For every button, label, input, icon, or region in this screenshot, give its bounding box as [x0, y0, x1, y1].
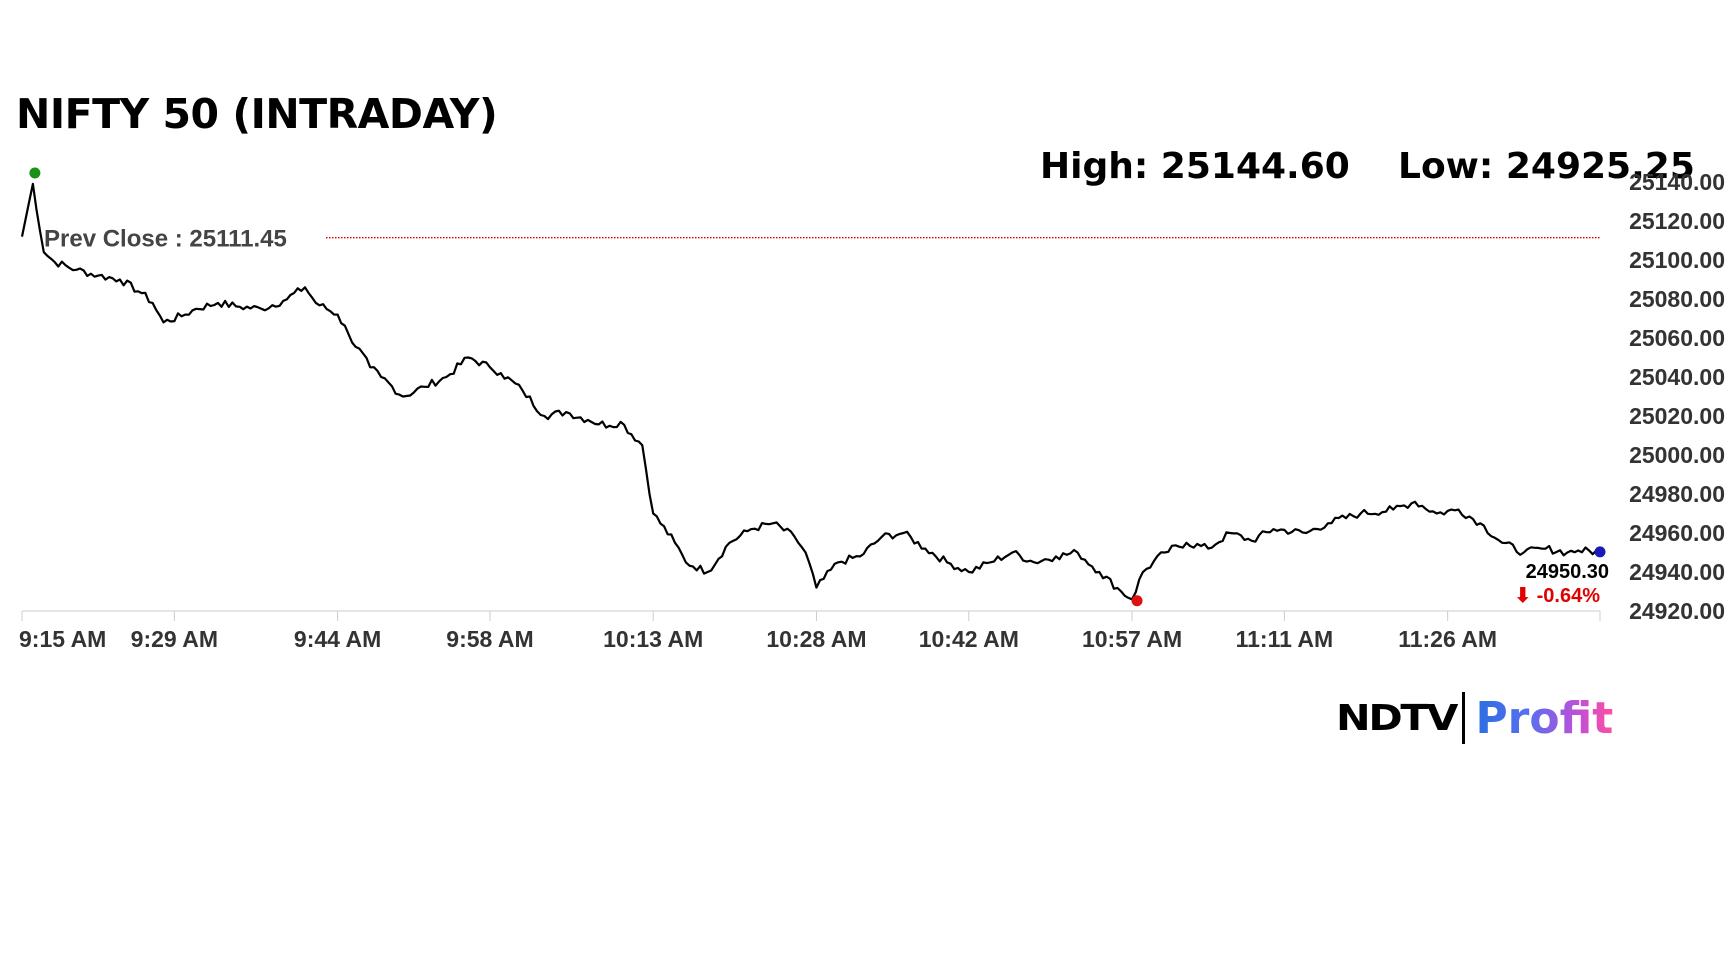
price-series-line — [20, 182, 1601, 601]
ndtv-profit-logo: NDTV Profit — [1336, 688, 1613, 748]
y-tick-label: 25040.00 — [1629, 364, 1725, 390]
day-high-marker — [29, 167, 41, 179]
y-tick-label: 24960.00 — [1629, 520, 1725, 546]
change-percent-label: ⬇ -0.64% — [1514, 585, 1600, 607]
x-tick-label: 11:11 AM — [1236, 626, 1334, 652]
day-low-marker — [1131, 595, 1143, 607]
y-tick-label: 25100.00 — [1629, 247, 1725, 273]
x-tick-label: 10:28 AM — [766, 626, 866, 652]
logo-profit-text: Profit — [1475, 692, 1614, 744]
x-tick-label: 9:15 AM — [19, 626, 106, 652]
intraday-line-chart: 25140.00 25120.00 25100.00 25080.00 25060.00… — [19, 167, 1725, 652]
logo-ndtv-text: NDTV — [1336, 697, 1458, 739]
y-tick-label: 25080.00 — [1629, 286, 1725, 312]
prev-close-label: Prev Close : 25111.45 — [44, 226, 287, 253]
y-tick-label: 24980.00 — [1629, 481, 1725, 507]
x-tick-label: 9:44 AM — [294, 626, 381, 652]
last-price-label: 24950.30 — [1526, 561, 1609, 583]
logo-divider — [1462, 692, 1466, 744]
x-tick-label: 10:57 AM — [1082, 626, 1182, 652]
x-tick-label: 11:26 AM — [1398, 626, 1497, 652]
chart-title: NIFTY 50 (INTRADAY) — [16, 90, 498, 138]
y-tick-label: 25120.00 — [1629, 208, 1725, 234]
day-low-label: Low: 24925.25 — [1398, 146, 1695, 187]
x-tick-label: 9:58 AM — [446, 626, 533, 652]
x-tick-label: 9:29 AM — [131, 626, 218, 652]
y-tick-label: 25060.00 — [1629, 325, 1725, 351]
x-tick-label: 10:13 AM — [603, 626, 703, 652]
y-tick-label: 24920.00 — [1629, 598, 1725, 624]
y-tick-label: 25000.00 — [1629, 442, 1725, 468]
y-axis: 25140.00 25120.00 25100.00 25080.00 25060.00… — [1629, 169, 1725, 624]
y-tick-label: 25020.00 — [1629, 403, 1725, 429]
y-tick-label: 25140.00 — [1629, 169, 1725, 195]
y-tick-label: 24940.00 — [1629, 559, 1725, 585]
last-price-marker — [1594, 546, 1606, 558]
day-high-label: High: 25144.60 — [1040, 146, 1350, 187]
x-axis: 9:15 AM 9:29 AM 9:44 AM 9:58 AM 10:13 AM 10:2… — [19, 610, 1601, 652]
x-tick-label: 10:42 AM — [919, 626, 1019, 652]
